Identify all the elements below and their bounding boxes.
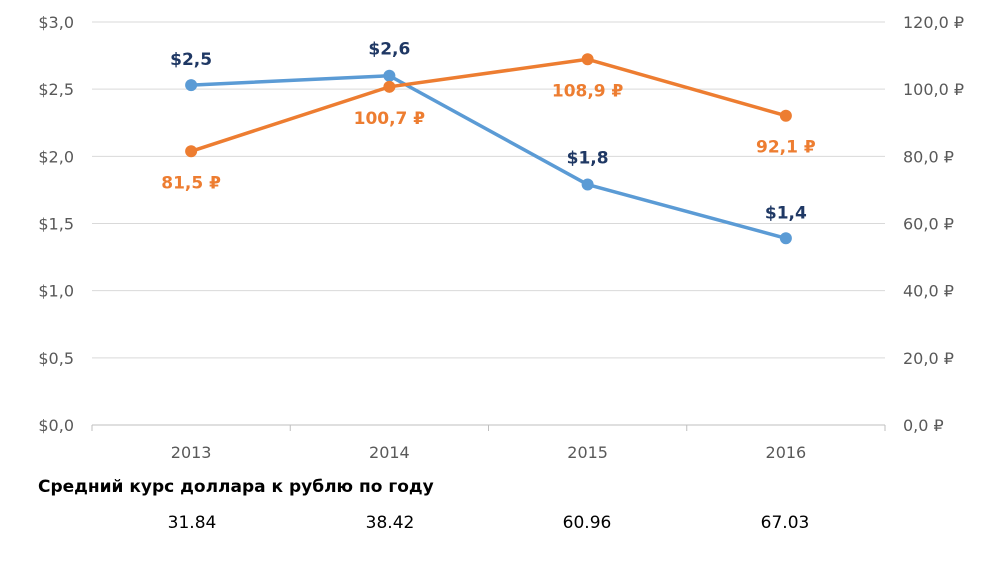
right-tick-label: 40,0 ₽ xyxy=(903,282,954,301)
x-tick-label: 2013 xyxy=(171,443,212,462)
data-label: 100,7 ₽ xyxy=(354,109,426,129)
data-point xyxy=(779,232,792,245)
data-point xyxy=(185,79,198,92)
left-tick-label: $0,5 xyxy=(38,349,74,368)
data-point xyxy=(383,69,396,82)
left-tick-label: $3,0 xyxy=(38,13,74,32)
left-tick-label: $1,0 xyxy=(38,282,74,301)
x-tick-label: 2014 xyxy=(369,443,410,462)
data-label: $1,8 xyxy=(567,149,609,169)
left-tick-label: $2,5 xyxy=(38,80,74,99)
left-tick-label: $1,5 xyxy=(38,215,74,234)
series-line xyxy=(190,57,787,153)
data-point xyxy=(581,53,594,66)
data-label: $2,6 xyxy=(368,40,410,60)
left-tick-label: $0,0 xyxy=(38,416,74,435)
right-tick-label: 120,0 ₽ xyxy=(903,13,964,32)
left-tick-label: $2,0 xyxy=(38,147,74,166)
right-tick-label: 60,0 ₽ xyxy=(903,215,954,234)
rate-2013: 31.84 xyxy=(167,513,217,533)
data-point xyxy=(185,145,198,158)
data-label: 81,5 ₽ xyxy=(161,173,221,193)
line-chart: $0,0 0,0 ₽ $0,5 20,0 ₽ $1,0 40,0 ₽ $1,5 60,0 ₽ $… xyxy=(38,13,964,462)
right-tick-label: 80,0 ₽ xyxy=(903,147,954,166)
rate-2015: 60.96 xyxy=(562,513,612,533)
right-tick-label: 20,0 ₽ xyxy=(903,349,954,368)
right-tick-label: 0,0 ₽ xyxy=(903,416,944,435)
data-point xyxy=(383,80,396,93)
data-label: $1,4 xyxy=(765,203,807,223)
x-tick-label: 2015 xyxy=(567,443,608,462)
x-tick-label: 2016 xyxy=(766,443,807,462)
rate-2014: 38.42 xyxy=(365,513,415,533)
data-label: 108,9 ₽ xyxy=(552,81,624,101)
series-line xyxy=(191,73,787,240)
rates-caption: Средний курс доллара к рублю по году xyxy=(38,477,434,497)
right-tick-label: 100,0 ₽ xyxy=(903,80,964,99)
data-point xyxy=(779,109,792,122)
data-label: 92,1 ₽ xyxy=(756,138,816,158)
data-point xyxy=(581,178,594,191)
rate-2016: 67.03 xyxy=(760,513,810,533)
data-label: $2,5 xyxy=(170,50,212,70)
